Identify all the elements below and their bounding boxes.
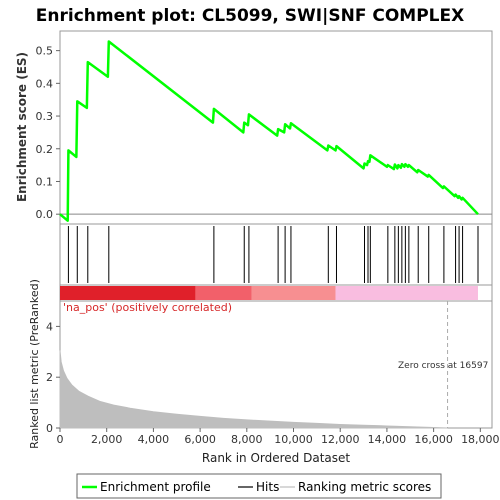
x-tick-label: 8,000 bbox=[231, 433, 263, 446]
es-y-tick-label: 0.0 bbox=[36, 208, 54, 221]
hits-panel bbox=[59, 223, 493, 286]
x-tick-label: 12,000 bbox=[321, 433, 360, 446]
metric-y-axis: 0 2 4 bbox=[46, 320, 60, 435]
es-y-tick-label: 0.3 bbox=[36, 110, 54, 123]
x-axis: 0 2,000 4,000 6,000 8,000 10,000 12,000 14,000 1… bbox=[57, 428, 500, 446]
metric-y-tick-label: 2 bbox=[46, 371, 53, 384]
heat-bar-segment bbox=[335, 286, 478, 300]
metric-y-tick-label: 0 bbox=[46, 422, 53, 435]
heat-bar bbox=[60, 286, 478, 300]
x-tick-label: 6,000 bbox=[184, 433, 216, 446]
hits-series bbox=[67, 226, 479, 283]
x-tick-label: 14,000 bbox=[368, 433, 407, 446]
x-tick-label: 4,000 bbox=[138, 433, 170, 446]
metric-y-axis-label: Ranked list metric (PreRanked) bbox=[28, 279, 41, 449]
es-y-tick-label: 0.5 bbox=[36, 45, 54, 58]
x-axis-label: Rank in Ordered Dataset bbox=[202, 451, 350, 465]
heat-bar-segment bbox=[60, 286, 196, 300]
zero-cross-label: Zero cross at 16597 bbox=[398, 361, 488, 371]
x-tick-label: 10,000 bbox=[274, 433, 313, 446]
enrichment-profile-line bbox=[59, 40, 479, 222]
x-tick-label: 16,000 bbox=[414, 433, 453, 446]
es-y-axis-label: Enrichment score (ES) bbox=[15, 52, 29, 202]
enrichment-profile-series bbox=[59, 40, 479, 222]
x-tick-label: 18,000 bbox=[461, 433, 500, 446]
es-y-tick-label: 0.2 bbox=[36, 143, 54, 156]
legend: Enrichment profile Hits Ranking metric s… bbox=[76, 473, 442, 499]
es-panel bbox=[59, 30, 493, 225]
es-y-tick-label: 0.1 bbox=[36, 175, 54, 188]
legend-enrichment-label: Enrichment profile bbox=[100, 480, 211, 494]
chart-title: Enrichment plot: CL5099, SWI|SNF COMPLEX bbox=[36, 6, 464, 26]
ranking-metric-series bbox=[59, 350, 448, 429]
es-y-axis: 0.0 0.1 0.2 0.3 0.4 0.5 bbox=[36, 45, 60, 221]
metric-panel bbox=[59, 300, 493, 429]
es-y-tick-label: 0.4 bbox=[36, 77, 54, 90]
heat-bar-segment bbox=[195, 286, 252, 300]
heat-bar-segment bbox=[251, 286, 336, 300]
legend-metric-label: Ranking metric scores bbox=[298, 480, 431, 494]
legend-hits-label: Hits bbox=[256, 480, 279, 494]
x-tick-label: 2,000 bbox=[91, 433, 123, 446]
correlation-label: 'na_pos' (positively correlated) bbox=[63, 301, 232, 314]
x-tick-label: 0 bbox=[57, 433, 64, 446]
metric-y-tick-label: 4 bbox=[46, 320, 53, 333]
ranking-metric-area bbox=[59, 350, 448, 429]
